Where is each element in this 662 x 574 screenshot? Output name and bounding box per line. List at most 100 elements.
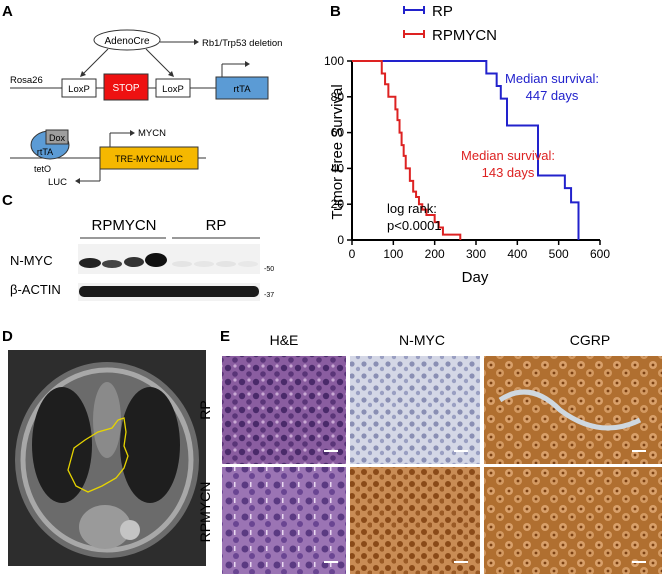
loxp2-label: LoxP bbox=[162, 84, 184, 95]
rosa26-label: Rosa26 bbox=[10, 75, 43, 86]
dox-label: Dox bbox=[49, 133, 66, 143]
mri-chest-wall bbox=[20, 367, 194, 553]
tumor-outline bbox=[67, 417, 129, 493]
rtta-label: rtTA bbox=[233, 84, 251, 95]
loxp2-box bbox=[155, 78, 191, 98]
panel-c-label: C bbox=[2, 192, 13, 209]
legend: RP RPMYCN bbox=[403, 3, 497, 44]
adenocre-oval bbox=[93, 29, 161, 51]
y-tick-label: 0 bbox=[337, 233, 344, 247]
blot-nmyc-membrane bbox=[78, 244, 260, 274]
x-axis-title: Day bbox=[462, 269, 489, 286]
mw-50-label: -50 bbox=[264, 266, 274, 273]
col-he-label: H&E bbox=[270, 332, 299, 348]
series-line-rpmycn bbox=[352, 60, 462, 240]
luc-label: LUC bbox=[48, 177, 67, 188]
panel-b-label: B bbox=[330, 3, 341, 20]
blot-band bbox=[145, 253, 167, 267]
cre-arrowhead-left bbox=[80, 71, 86, 77]
panel-e-label: E bbox=[220, 328, 230, 345]
median-rp-line2: 447 days bbox=[526, 88, 579, 103]
x-tick-label: 0 bbox=[349, 247, 356, 261]
luc-arrowhead bbox=[75, 178, 80, 184]
logrank-line1: log rank: bbox=[387, 201, 437, 216]
tre-label: TRE-MYCN/LUC bbox=[115, 154, 184, 164]
blot-band bbox=[79, 258, 101, 268]
panel-b: B RP RPMYCN Tumor Free Survival Day 0 100 2… bbox=[324, 3, 610, 286]
rtta-box bbox=[215, 76, 269, 100]
median-rp-line1: Median survival: bbox=[505, 71, 599, 86]
mri-right-lung bbox=[120, 387, 180, 503]
blot-band bbox=[216, 261, 236, 267]
cgrp-stroma bbox=[498, 389, 642, 431]
deletion-arrowhead bbox=[194, 39, 199, 45]
mycn-label: MYCN bbox=[138, 128, 166, 139]
mri-spine bbox=[120, 520, 140, 540]
adenocre-label: AdenoCre bbox=[104, 36, 149, 47]
panel-e: E H&E N-MYC CGRP RP RPMYCN bbox=[197, 328, 662, 574]
micrograph-nmyc-rpmycn bbox=[350, 467, 480, 574]
rtta-protein-label: rtTA bbox=[37, 147, 53, 157]
row-nmyc-label: N-MYC bbox=[10, 253, 53, 268]
group-rp-label: RP bbox=[206, 217, 227, 234]
mri-mediastinum bbox=[93, 382, 121, 458]
row-actin-label: β-ACTIN bbox=[10, 282, 61, 297]
mri-left-lung bbox=[32, 387, 92, 503]
x-tick-label: 300 bbox=[466, 247, 486, 261]
panel-a-label: A bbox=[2, 3, 13, 20]
y-axis-title: Tumor Free Survival bbox=[329, 84, 346, 219]
blot-band bbox=[102, 260, 122, 268]
y-tick-label: 80 bbox=[331, 90, 345, 104]
loxp1-label: LoxP bbox=[68, 84, 90, 95]
chart-axes: 0 100 200 300 400 500 600 0 20 40 60 80 100 bbox=[324, 54, 610, 261]
micrograph-cgrp-rp bbox=[484, 356, 662, 464]
blot-band bbox=[238, 261, 258, 267]
y-tick-label: 60 bbox=[331, 126, 345, 140]
group-rpmycn-label: RPMYCN bbox=[91, 217, 156, 234]
logrank-line2: p<0.0001 bbox=[387, 218, 442, 233]
chart-series bbox=[352, 60, 580, 240]
y-tick-label: 100 bbox=[324, 54, 344, 68]
rosa-promoter-arrowhead bbox=[245, 61, 250, 67]
stop-box bbox=[103, 73, 149, 101]
mw-37-label: -37 bbox=[264, 292, 274, 299]
dox-box bbox=[45, 129, 69, 145]
blot-actin-bands bbox=[79, 286, 259, 297]
median-rpmycn-line2: 143 days bbox=[482, 165, 535, 180]
row-rpmycn-label: RPMYCN bbox=[197, 482, 213, 543]
row-rp-label: RP bbox=[197, 400, 213, 419]
micrograph-he-rp bbox=[222, 356, 346, 464]
x-tick-label: 600 bbox=[590, 247, 610, 261]
x-tick-label: 200 bbox=[425, 247, 445, 261]
series-line-rp bbox=[352, 60, 580, 240]
y-tick-label: 20 bbox=[331, 197, 345, 211]
legend-label: RPMYCN bbox=[432, 27, 497, 44]
x-tick-label: 500 bbox=[549, 247, 569, 261]
cre-arrow-left bbox=[82, 48, 109, 75]
cre-arrowhead-right bbox=[168, 71, 174, 77]
blot-band bbox=[172, 261, 192, 267]
panel-d: D bbox=[2, 328, 206, 566]
micrograph-cgrp-rpmycn bbox=[484, 467, 662, 574]
loxp1-box bbox=[61, 78, 97, 98]
legend-label: RP bbox=[432, 3, 453, 20]
stop-label: STOP bbox=[112, 83, 139, 94]
deletion-label: Rb1/Trp53 deletion bbox=[202, 38, 282, 49]
mycn-arrowhead bbox=[130, 130, 135, 136]
cre-arrow-right bbox=[145, 48, 172, 75]
col-cgrp-label: CGRP bbox=[570, 332, 610, 348]
blot-band bbox=[124, 257, 144, 267]
panel-d-label: D bbox=[2, 328, 13, 345]
teto-label: tetO bbox=[34, 164, 51, 174]
blot-band bbox=[194, 261, 214, 267]
x-tick-label: 100 bbox=[383, 247, 403, 261]
tre-box bbox=[99, 146, 199, 170]
micrograph-nmyc-rp bbox=[350, 356, 480, 464]
panel-c: C RPMYCN RP N-MYC β-ACTIN -50 -37 bbox=[2, 192, 274, 301]
micrograph-he-rpmycn bbox=[222, 467, 346, 574]
col-nmyc-label: N-MYC bbox=[399, 332, 445, 348]
y-tick-label: 40 bbox=[331, 161, 345, 175]
mri-heart bbox=[79, 505, 131, 549]
median-rpmycn-line1: Median survival: bbox=[461, 148, 555, 163]
